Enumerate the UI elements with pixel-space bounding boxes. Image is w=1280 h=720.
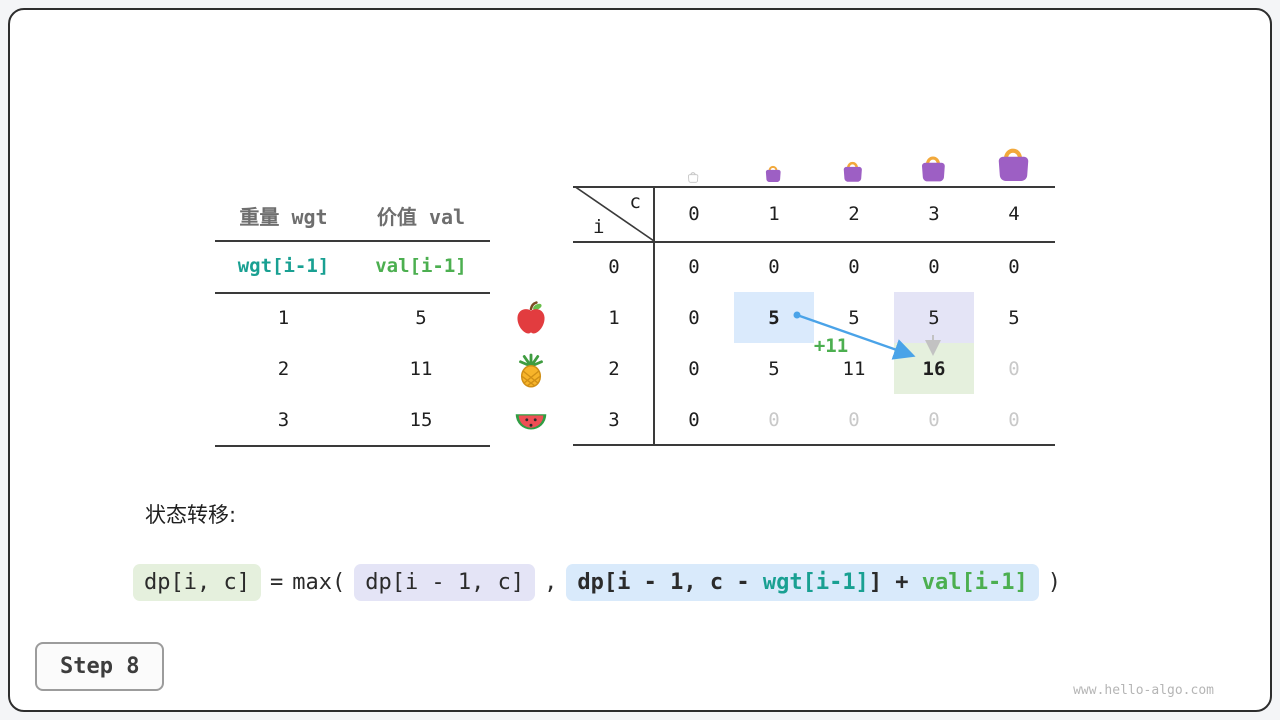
dp-cell-r2-c1: 5 bbox=[768, 357, 780, 380]
dp-rowheader-divider bbox=[653, 186, 655, 445]
dp-cell-r3-c2: 0 bbox=[848, 408, 860, 431]
dp-cell-r1-c4: 5 bbox=[1008, 306, 1020, 329]
item-row-2-wgt: 2 bbox=[277, 357, 290, 380]
dp-cell-r2-c0: 0 bbox=[688, 357, 700, 380]
dp-cell-r3-c3: 0 bbox=[928, 408, 940, 431]
dp-col-header-4: 4 bbox=[1008, 202, 1020, 225]
dp-cell-r1-c1: 5 bbox=[734, 292, 814, 343]
state-transition-formula: dp[i, c] = max( dp[i - 1, c] , dp[i - 1,… bbox=[133, 560, 1061, 604]
empty-bag-icon bbox=[686, 169, 700, 183]
dp-cell-r3-c1: 0 bbox=[768, 408, 780, 431]
dp-cell-r3-c0: 0 bbox=[688, 408, 700, 431]
dp-corner-cell: c i bbox=[574, 186, 654, 241]
dp-cell-r1-c2: 5 bbox=[848, 306, 860, 329]
formula-term2-wgt: wgt[i-1] bbox=[762, 569, 869, 595]
formula-term2-chip: dp[i - 1, c - wgt[i-1]] + val[i-1] bbox=[566, 563, 1039, 601]
item-row-3-val: 15 bbox=[409, 408, 433, 431]
dp-row-header-3: 3 bbox=[608, 408, 620, 431]
dp-corner-row-label: i bbox=[593, 216, 605, 238]
corner-diagonal-line bbox=[574, 186, 654, 241]
formula-comma: , bbox=[544, 569, 558, 595]
bag-large-icon bbox=[916, 149, 950, 183]
dp-corner-col-label: c bbox=[629, 191, 641, 213]
formula-term2-prefix: dp[i - 1, c - bbox=[577, 569, 763, 595]
item-row-2-val: 11 bbox=[409, 357, 433, 380]
dp-cell-r2-c4: 0 bbox=[1008, 357, 1020, 380]
items-formula-val: val[i-1] bbox=[375, 255, 467, 277]
dp-cell-r0-c3: 0 bbox=[928, 255, 940, 278]
dp-bottom-border bbox=[573, 444, 1055, 446]
items-bottom-divider bbox=[215, 445, 490, 447]
items-col-header-wgt: 重量 wgt bbox=[239, 204, 328, 229]
step-badge: Step 8 bbox=[35, 642, 165, 691]
dp-table: c i 0 1 2 3 4 0 0 0 0 0 0 1 0 5 5 5 5 2 … bbox=[573, 186, 1055, 447]
items-col-header-val: 价值 val bbox=[376, 204, 466, 229]
apple-icon bbox=[513, 300, 549, 336]
dp-top-border bbox=[573, 186, 1055, 188]
bag-xlarge-icon bbox=[991, 139, 1035, 183]
formula-term1-chip: dp[i - 1, c] bbox=[354, 563, 536, 601]
dp-row-header-1: 1 bbox=[608, 306, 620, 329]
dp-col-header-3: 3 bbox=[928, 202, 940, 225]
formula-close-paren: ) bbox=[1047, 569, 1062, 595]
dp-cell-r0-c4: 0 bbox=[1008, 255, 1020, 278]
dp-cell-r0-c0: 0 bbox=[688, 255, 700, 278]
items-formula-wgt: wgt[i-1] bbox=[237, 255, 330, 277]
formula-term2-val: val[i-1] bbox=[921, 569, 1028, 595]
formula-lhs-chip: dp[i, c] bbox=[133, 563, 261, 601]
dp-cell-r1-c0: 0 bbox=[688, 306, 700, 329]
dp-header-divider bbox=[573, 241, 1055, 243]
items-formula-divider bbox=[215, 292, 490, 294]
site-url: www.hello-algo.com bbox=[1073, 683, 1214, 698]
dp-col-header-0: 0 bbox=[688, 202, 700, 225]
item-row-1-val: 5 bbox=[415, 306, 427, 329]
watermelon-icon bbox=[513, 403, 549, 439]
item-row-3-wgt: 3 bbox=[277, 408, 290, 431]
dp-cell-r0-c1: 0 bbox=[768, 255, 780, 278]
dp-row-header-0: 0 bbox=[608, 255, 620, 278]
dp-cell-r3-c4: 0 bbox=[1008, 408, 1020, 431]
dp-cell-r1-c3: 5 bbox=[894, 292, 974, 343]
bag-small-icon bbox=[762, 161, 784, 183]
state-transition-label: 状态转移: bbox=[145, 503, 237, 527]
dp-cell-r2-c3: 16 bbox=[894, 343, 974, 394]
dp-col-header-1: 1 bbox=[768, 202, 780, 225]
bag-medium-icon bbox=[839, 156, 866, 183]
formula-max-open: max( bbox=[292, 569, 346, 595]
dp-cell-r0-c2: 0 bbox=[848, 255, 860, 278]
pineapple-icon bbox=[513, 352, 549, 388]
items-header-divider bbox=[215, 240, 490, 242]
items-table: 重量 wgt 价值 val wgt[i-1] val[i-1] 1 5 2 11… bbox=[215, 190, 490, 448]
item-row-1-wgt: 1 bbox=[277, 306, 290, 329]
dp-col-header-2: 2 bbox=[848, 202, 860, 225]
formula-equals: = bbox=[269, 569, 284, 595]
dp-row-header-2: 2 bbox=[608, 357, 620, 380]
dp-cell-r2-c2: 11 bbox=[842, 357, 866, 380]
formula-term2-mid: ] + bbox=[868, 569, 922, 595]
